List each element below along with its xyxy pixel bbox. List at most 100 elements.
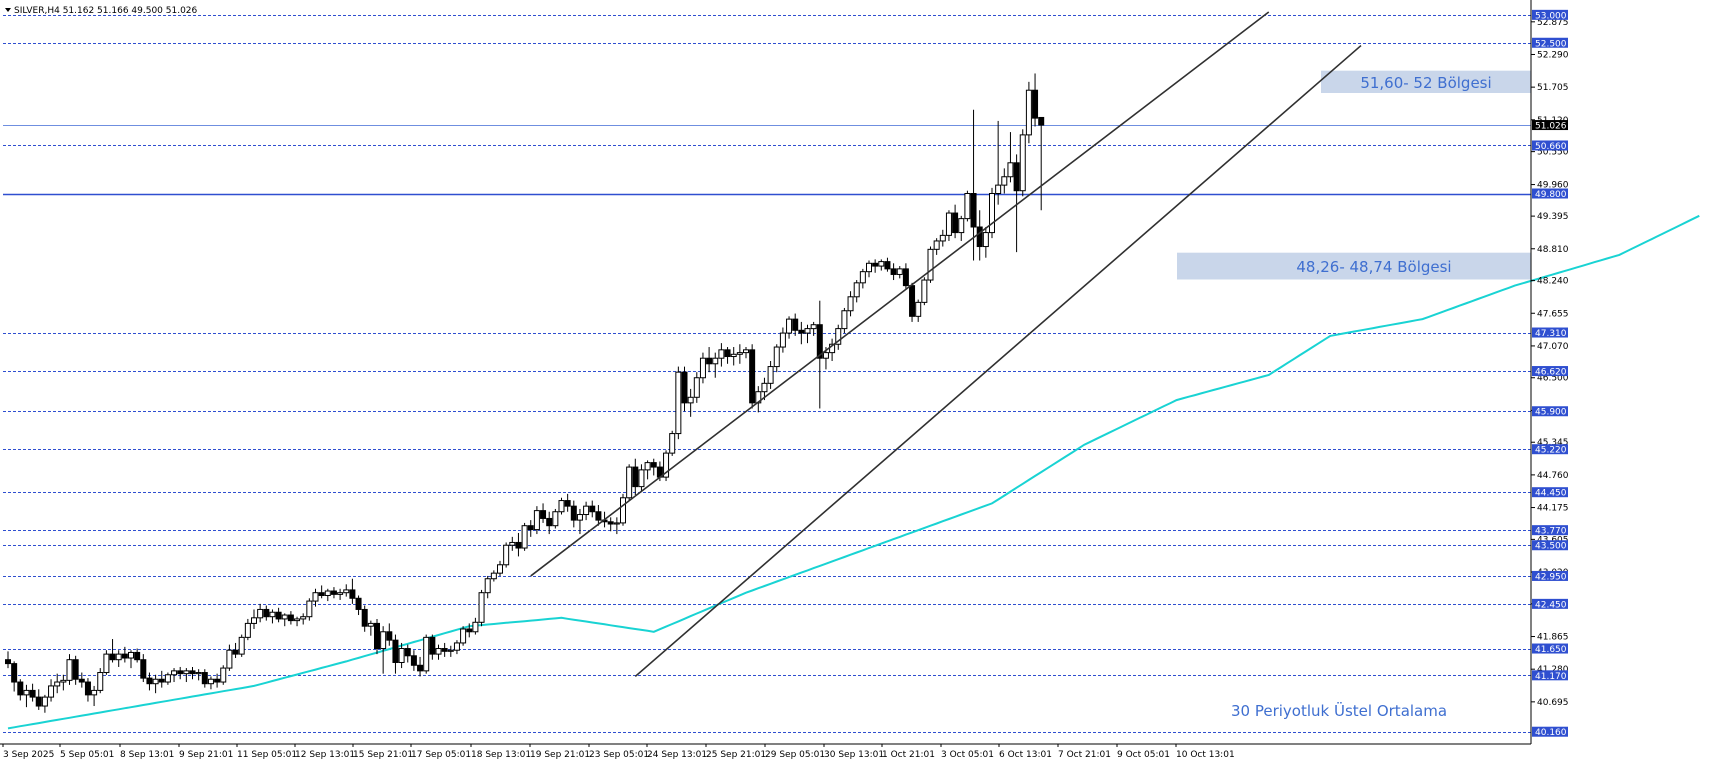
candle — [699, 352, 706, 384]
candle — [509, 536, 516, 551]
level-price-label: 43.770 — [1535, 527, 1567, 537]
candle-body-bear — [429, 636, 436, 655]
candle — [435, 644, 442, 660]
candle — [97, 668, 104, 694]
candle-body-bull — [312, 592, 319, 602]
time-tick-label: 15 Sep 21:01 — [353, 750, 413, 760]
candle — [736, 344, 743, 364]
candle — [1001, 168, 1008, 194]
candle-body-bull — [638, 469, 645, 488]
collapse-triangle-icon[interactable] — [5, 8, 11, 12]
level-price-label: 52.500 — [1535, 39, 1567, 49]
candle — [970, 109, 977, 261]
candle — [201, 669, 208, 688]
candle-body-bull — [497, 564, 503, 574]
level-price-box — [1532, 525, 1568, 536]
candle — [183, 668, 190, 683]
candle — [367, 620, 374, 636]
candle-body-bull — [490, 572, 497, 580]
candle — [54, 673, 61, 694]
candle — [220, 665, 227, 685]
candle-body-bear — [355, 597, 362, 610]
candle — [121, 646, 128, 663]
candle-body-bear — [121, 653, 128, 659]
candle-body-bull — [982, 232, 989, 248]
candle-body-bull — [97, 672, 104, 691]
candle-body-bull — [693, 377, 700, 398]
candle-body-bear — [109, 653, 116, 661]
candle-body-bear — [5, 659, 11, 665]
candle — [355, 595, 362, 616]
candle — [595, 505, 602, 526]
candle — [964, 190, 971, 222]
candle-body-bull — [989, 193, 995, 234]
candle — [859, 268, 866, 289]
candle — [441, 642, 448, 657]
candle — [158, 670, 165, 688]
candle — [896, 266, 903, 279]
candle-body-bull — [281, 614, 288, 620]
candle-body-bear — [330, 590, 337, 595]
level-price-label: 40.160 — [1535, 728, 1567, 738]
candle — [583, 501, 590, 521]
candle-body-bear — [632, 466, 639, 488]
candle — [909, 282, 916, 322]
candle-body-bear — [884, 261, 891, 270]
candle — [5, 651, 11, 669]
candle — [761, 377, 768, 401]
level-price-box — [1532, 188, 1568, 199]
level-price-label: 49.800 — [1535, 190, 1567, 200]
level-price-label: 42.450 — [1535, 600, 1567, 610]
candle — [607, 517, 614, 532]
candle — [564, 493, 571, 512]
candle — [546, 511, 553, 535]
candle-body-bull — [736, 352, 743, 355]
candle — [306, 598, 313, 621]
candle-body-bull — [699, 357, 706, 379]
channel-upper-line — [530, 11, 1270, 577]
candle-body-bull — [257, 608, 264, 619]
candle — [232, 642, 239, 659]
candle-body-bull — [503, 544, 510, 566]
candle-body-bull — [810, 324, 817, 330]
candle-body-bull — [687, 396, 694, 404]
candle-body-bear — [84, 681, 91, 696]
candle-body-bull — [48, 685, 55, 698]
candle — [779, 327, 786, 353]
ema-polyline — [7, 214, 1700, 730]
candle — [718, 343, 725, 367]
time-tick-label: 29 Sep 05:01 — [765, 750, 825, 760]
candle — [792, 313, 799, 336]
candle-body-bull — [367, 622, 374, 627]
candle — [91, 685, 98, 707]
candle-body-bull — [238, 636, 245, 655]
candle — [497, 560, 503, 576]
candle-body-bear — [976, 226, 983, 248]
candle — [349, 578, 356, 604]
price-tick-label: 47.070 — [1537, 342, 1569, 352]
candle — [995, 120, 1002, 205]
time-tick-label: 3 Sep 2025 — [3, 750, 54, 760]
candle — [410, 650, 417, 671]
candle-body-bull — [1019, 134, 1026, 192]
candle-body-bull — [786, 318, 793, 334]
candle-body-bull — [380, 631, 387, 650]
candle-body-bull — [183, 670, 190, 675]
candle — [743, 347, 749, 359]
candle — [798, 321, 805, 345]
candle-body-bear — [404, 648, 411, 657]
chart-header: SILVER,H4 51.162 51.166 49.500 51.026 — [5, 6, 198, 16]
candle — [589, 500, 596, 518]
candle — [392, 634, 399, 674]
candle — [558, 497, 565, 515]
candle-body-bull — [995, 184, 1002, 195]
candle — [324, 588, 331, 602]
candle-body-bull — [453, 642, 460, 651]
zone-label: 48,26- 48,74 Bölgesi — [1296, 258, 1451, 276]
candle — [927, 246, 934, 283]
time-tick-label: 23 Sep 05:01 — [589, 750, 649, 760]
candle — [330, 587, 337, 599]
level-price-box — [1532, 726, 1568, 737]
